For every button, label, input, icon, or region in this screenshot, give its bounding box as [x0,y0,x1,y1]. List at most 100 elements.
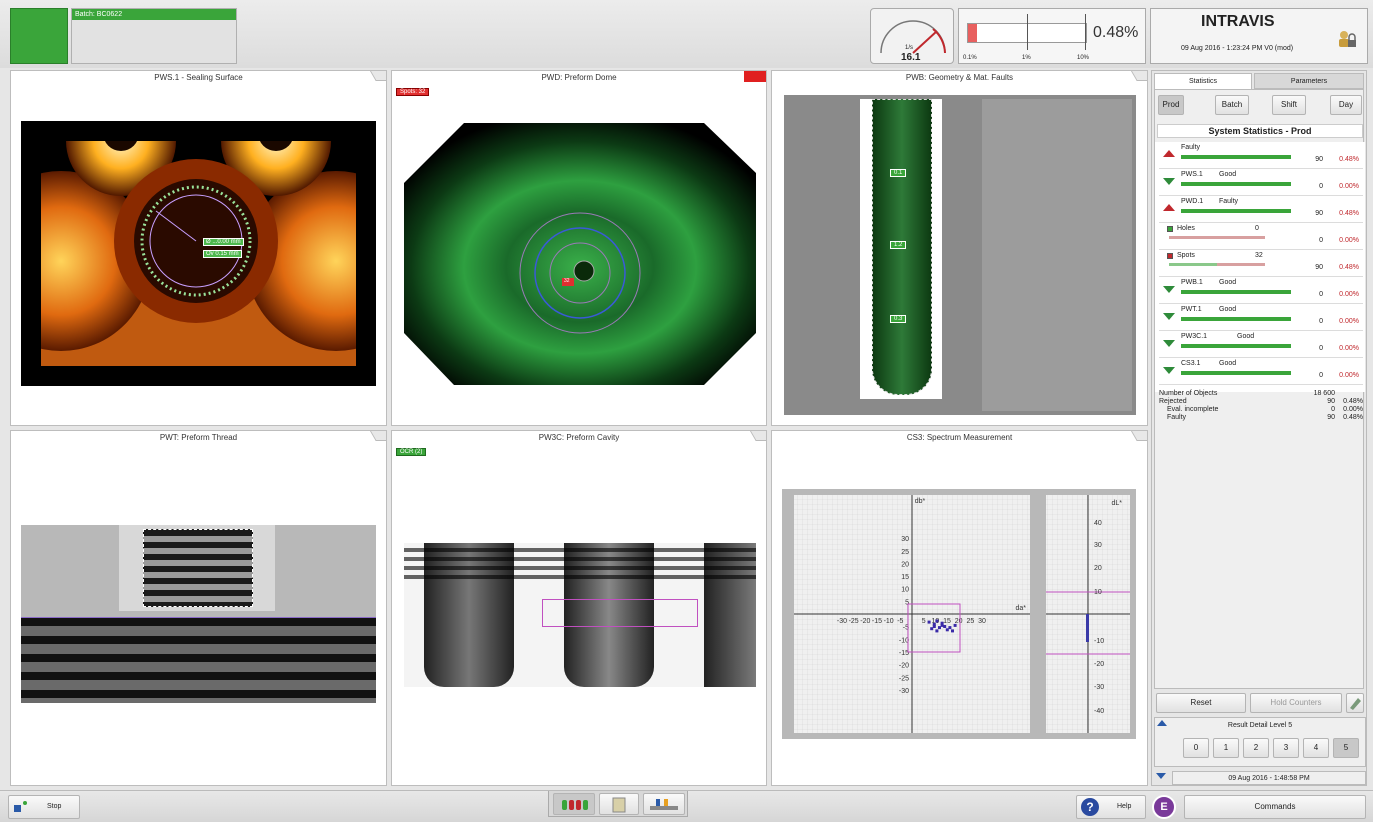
summary-rejected-pct: 0.48% [1343,398,1363,405]
stop-button[interactable]: Stop [8,795,80,819]
panel-pw3c-preform-cavity[interactable]: PW3C: Preform Cavity OCR (2) [391,430,767,786]
arrow-up-icon [1163,150,1175,157]
spots-indicator-icon [1167,253,1173,259]
scatter-point [935,619,939,623]
preforms-view-icon[interactable] [553,793,595,815]
panel-pwd-preform-dome[interactable]: PWD: Preform Dome Spots: 32 32 [391,70,767,426]
thread-band [404,543,756,583]
period-day-button[interactable]: Day [1330,95,1362,115]
top-bar: Batch: BC0622 1/s 16.1 0.48% 0.1% 1% 10%… [0,0,1373,68]
edit-icon[interactable] [1346,693,1364,713]
tab-statistics[interactable]: Statistics [1154,73,1252,89]
commands-button[interactable]: Commands [1184,795,1366,819]
x-axis-label: da* [1015,605,1026,612]
stat-row-pct: 0.48% [1339,156,1359,163]
machine-status-indicator [10,8,68,64]
scatter-point [930,627,934,631]
level-button-3[interactable]: 3 [1273,738,1299,758]
stat-row[interactable]: CS3.1 Good 0 0.00% [1159,358,1363,385]
y-tick-label: 20 [901,561,909,568]
user-lock-icon[interactable] [1337,29,1357,49]
arrow-down-icon [1163,178,1175,185]
reset-button[interactable]: Reset [1156,693,1246,713]
conveyor-view-icon[interactable] [643,793,685,815]
spectrum-plot: -30 -25 -20 -15 -10 -5 5 10 15 20 25 3030252015105-… [794,495,1130,733]
side-tick-label: -40 [1094,708,1104,715]
scale-label-1: 0.1% [963,55,977,61]
stat-row[interactable]: PWD.1 Faulty 90 0.48% [1159,196,1363,223]
side-tick-label: 20 [1094,565,1102,572]
stat-row-status: Good [1219,306,1237,313]
scatter-point [935,629,939,633]
stat-row-count: 90 [1315,210,1323,217]
stat-row-name: CS3.1 [1181,360,1201,367]
batch-label: Batch: BC0622 [72,9,236,20]
side-tick-label: 40 [1094,520,1102,527]
tab-parameters[interactable]: Parameters [1254,73,1364,89]
level-button-5[interactable]: 5 [1333,738,1359,758]
y-tick-label: -15 [899,650,909,657]
stat-row-name: PWB.1 [1181,279,1203,286]
summary-faulty-count: 90 [1327,414,1335,421]
stat-row-count: 0 [1319,183,1323,190]
cavity-roi [542,599,698,627]
measure-diameter: Ø ...0.00 mm [203,238,244,246]
y-tick-label: 30 [901,536,909,543]
summary-incomplete-pct: 0.00% [1343,406,1363,413]
side-tick-label: -30 [1094,684,1104,691]
x-tick-label: 5 [922,618,926,625]
stat-row[interactable]: PWB.1 Good 0 0.00% [1159,277,1363,304]
stat-row-pct: 0.00% [1339,183,1359,190]
level-button-1[interactable]: 1 [1213,738,1239,758]
stat-row-name: PWT.1 [1181,306,1202,313]
dL-value-bar [1086,614,1089,642]
x-tick-label: 25 [966,618,974,625]
panel-pws-sealing-surface[interactable]: PWS.1 - Sealing Surface Ø ...0.00 mm Ov … [10,70,387,426]
period-prod-button[interactable]: Prod [1158,95,1184,115]
help-icon: ? [1081,798,1099,816]
stat-row-name: PWS.1 [1181,171,1203,178]
stat-row[interactable]: PWS.1 Good 0 0.00% [1159,169,1363,196]
stat-row-count: 0 [1319,291,1323,298]
level-up-icon[interactable] [1157,720,1167,726]
level-down-icon[interactable] [1156,773,1166,779]
stat-row[interactable]: PWT.1 Good 0 0.00% [1159,304,1363,331]
stat-row[interactable]: Faulty 90 0.48% [1159,142,1363,169]
scatter-point [945,628,949,632]
panel-pwt-preform-thread[interactable]: PWT: Preform Thread [10,430,387,786]
stat-row-pct: 0.00% [1339,291,1359,298]
gauge-dial-icon [880,20,946,54]
e-icon[interactable]: E [1152,795,1176,819]
level-button-4[interactable]: 4 [1303,738,1329,758]
fault-subrow-spots[interactable]: Spots 32 90 0.48% [1159,250,1363,277]
arrow-up-icon [1163,204,1175,211]
spots-label: Spots [1177,252,1195,259]
background-plate [982,99,1132,411]
scatter-point [943,625,947,628]
level-button-2[interactable]: 2 [1243,738,1269,758]
panel-title: PWT: Preform Thread [159,433,238,442]
y-axis-label: db* [915,498,926,505]
scale-tick-2 [1085,14,1086,50]
hold-counters-button[interactable]: Hold Counters [1250,693,1342,713]
scatter-point [948,626,952,630]
period-shift-button[interactable]: Shift [1272,95,1306,115]
box-view-icon[interactable] [599,793,639,815]
panel-pwb-geometry[interactable]: PWB: Geometry & Mat. Faults 0.1 1.2 0.3 [771,70,1148,426]
stat-row-name: PWD.1 [1181,198,1204,205]
fault-subrow-holes[interactable]: Holes 0 0 0.00% [1159,223,1363,250]
panel-cs3-spectrum[interactable]: CS3: Spectrum Measurement -30 -25 -20 -15 -1… [771,430,1148,786]
side-tick-label: 10 [1094,589,1102,596]
spots-pct: 0.48% [1339,264,1359,271]
stat-row-pct: 0.48% [1339,210,1359,217]
period-batch-button[interactable]: Batch [1215,95,1249,115]
spots-tag: Spots: 32 [396,88,430,96]
level-button-0[interactable]: 0 [1183,738,1209,758]
stat-row[interactable]: PW3C.1 Good 0 0.00% [1159,331,1363,358]
help-button[interactable]: ? Help [1076,795,1146,819]
holes-threshold-bar [1169,236,1265,239]
section-title: System Statistics - Prod [1157,124,1363,138]
camera-image-cavity [404,543,756,687]
stat-row-bar [1181,344,1291,348]
